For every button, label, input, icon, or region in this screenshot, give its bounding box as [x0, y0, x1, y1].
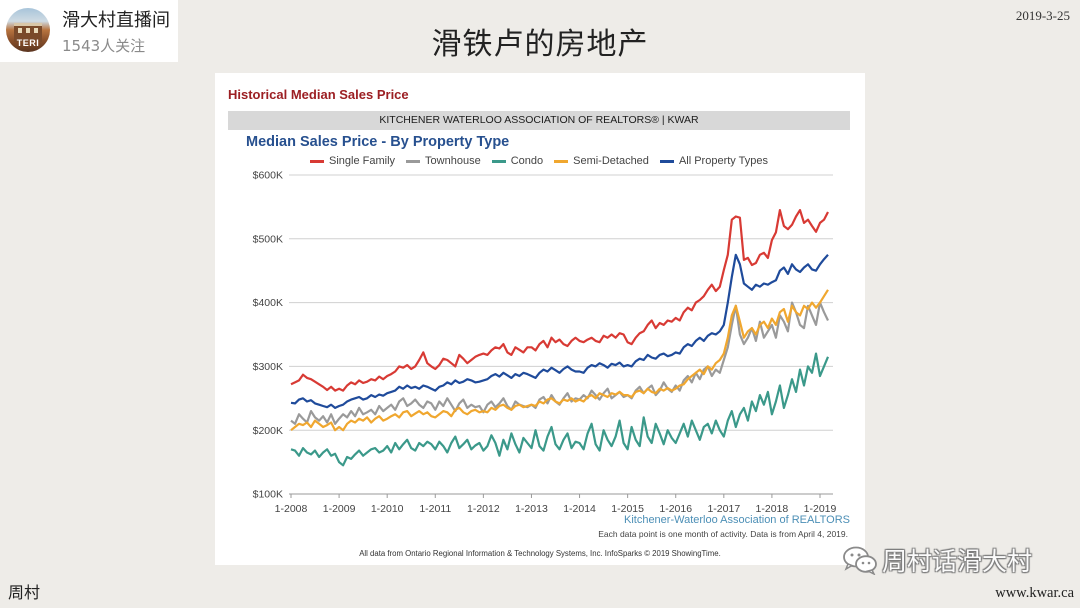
y-tick-label: $200K: [253, 425, 283, 437]
source-credit: Kitchener-Waterloo Association of REALTO…: [623, 514, 850, 526]
avatar-logo-text: TERI: [16, 38, 40, 48]
legend-label: Townhouse: [425, 155, 481, 167]
follower-count: 1543人关注: [62, 37, 146, 55]
y-tick-label: $300K: [253, 361, 283, 373]
x-tick-label: 1-2018: [756, 503, 789, 515]
avatar-window-shape: [18, 28, 22, 33]
legend-item-semi-detached: Semi-Detached: [554, 154, 649, 168]
gridlines: [289, 174, 833, 495]
chart-title: Median Sales Price - By Property Type: [246, 134, 510, 150]
legend-label: All Property Types: [678, 155, 768, 167]
x-tick-label: 1-2019: [804, 503, 837, 515]
channel-avatar[interactable]: TERI: [6, 8, 50, 52]
series-line-semi-detached: [290, 289, 829, 432]
avatar-window-shape: [26, 28, 30, 33]
series-lines: [290, 209, 830, 467]
x-tick-label: 1-2010: [371, 503, 404, 515]
watermark-text: 周村话滑大村: [882, 547, 1033, 576]
presenter-name: 周村: [8, 583, 41, 602]
website-url: www.kwar.ca: [995, 585, 1074, 601]
legend-item-condo: Condo: [491, 154, 544, 168]
chart-panel: $600K $500K $400K $300K $200K $100K 1-2008 1-20…: [215, 73, 865, 565]
x-tick-label: 1-2013: [515, 503, 548, 515]
y-tick-label: $600K: [253, 170, 283, 182]
data-source-note: All data from Ontario Regional Informati…: [359, 549, 721, 558]
wechat-icon: [843, 546, 877, 575]
slide-date: 2019-3-25: [1015, 8, 1070, 23]
series-line-single-family: [290, 209, 829, 392]
avatar-window-shape: [34, 28, 38, 33]
slide-title: 滑铁卢的房地产: [431, 27, 649, 62]
source-band: KITCHENER WATERLOO ASSOCIATION OF REALTO…: [228, 111, 850, 130]
x-tick-label: 1-2014: [563, 503, 596, 515]
legend-swatch-single-family: [310, 159, 324, 163]
x-tick-label: 1-2016: [659, 503, 692, 515]
legend-item-townhouse: Townhouse: [406, 154, 481, 168]
legend-item-single-family: Single Family: [310, 154, 395, 168]
legend-swatch-all-property-types: [659, 159, 674, 163]
series-line-all-property-types: [290, 253, 829, 409]
data-note: Each data point is one month of activity…: [598, 529, 848, 539]
x-tick-label: 1-2009: [323, 503, 356, 515]
x-tick-label: 1-2015: [611, 503, 644, 515]
x-tick-label: 1-2017: [707, 503, 740, 515]
series-line-townhouse: [290, 301, 829, 425]
legend-label: Condo: [510, 155, 544, 167]
series-line-condo: [290, 352, 830, 467]
channel-name: 滑大村直播间: [62, 10, 170, 31]
y-tick-label: $100K: [253, 489, 283, 501]
legend-swatch-condo: [491, 159, 506, 163]
y-tick-label: $500K: [253, 233, 283, 245]
y-tick-label: $400K: [253, 297, 283, 309]
wechat-watermark: 周村话滑大村: [842, 543, 1032, 577]
legend-label: Single Family: [329, 155, 396, 167]
chart-legend: Single Family Townhouse Condo Semi-Detac…: [310, 154, 768, 168]
x-tick-label: 1-2011: [419, 503, 451, 515]
chart-header: Historical Median Sales Price: [228, 87, 409, 102]
stream-channel-card[interactable]: TERI 滑大村直播间 1543人关注: [0, 0, 178, 62]
legend-swatch-semi-detached: [554, 159, 569, 163]
x-tick-label: 1-2012: [467, 503, 500, 515]
legend-label: Semi-Detached: [573, 155, 649, 167]
legend-item-all-property-types: All Property Types: [659, 154, 768, 168]
x-tick-label: 1-2008: [275, 503, 308, 515]
legend-swatch-townhouse: [406, 159, 421, 163]
plot-area: $600K $500K $400K $300K $200K $100K 1-2008 1-20…: [253, 170, 837, 515]
